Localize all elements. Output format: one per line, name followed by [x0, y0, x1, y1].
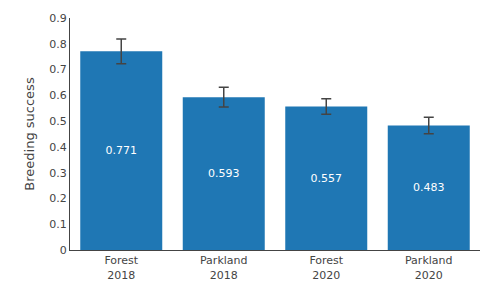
svg-text:0.5: 0.5: [49, 115, 67, 128]
svg-text:Parkland2018: Parkland2018: [200, 254, 248, 281]
svg-text:0.3: 0.3: [49, 167, 67, 180]
svg-text:0.557: 0.557: [311, 172, 343, 185]
svg-text:0.771: 0.771: [106, 144, 138, 157]
svg-text:0: 0: [60, 244, 67, 257]
svg-text:0.1: 0.1: [49, 218, 67, 231]
svg-text:Breeding success: Breeding success: [22, 77, 37, 191]
svg-text:0.9: 0.9: [49, 12, 67, 25]
svg-text:0.483: 0.483: [413, 181, 445, 194]
svg-text:0.4: 0.4: [49, 141, 67, 154]
svg-text:0.8: 0.8: [49, 38, 67, 51]
svg-text:0.6: 0.6: [49, 89, 67, 102]
svg-text:0.593: 0.593: [208, 167, 240, 180]
svg-text:Parkland2020: Parkland2020: [405, 254, 453, 281]
svg-text:Forest2020: Forest2020: [309, 254, 343, 281]
svg-text:0.2: 0.2: [49, 192, 67, 205]
svg-text:Forest2018: Forest2018: [104, 254, 138, 281]
svg-text:0.7: 0.7: [49, 63, 67, 76]
